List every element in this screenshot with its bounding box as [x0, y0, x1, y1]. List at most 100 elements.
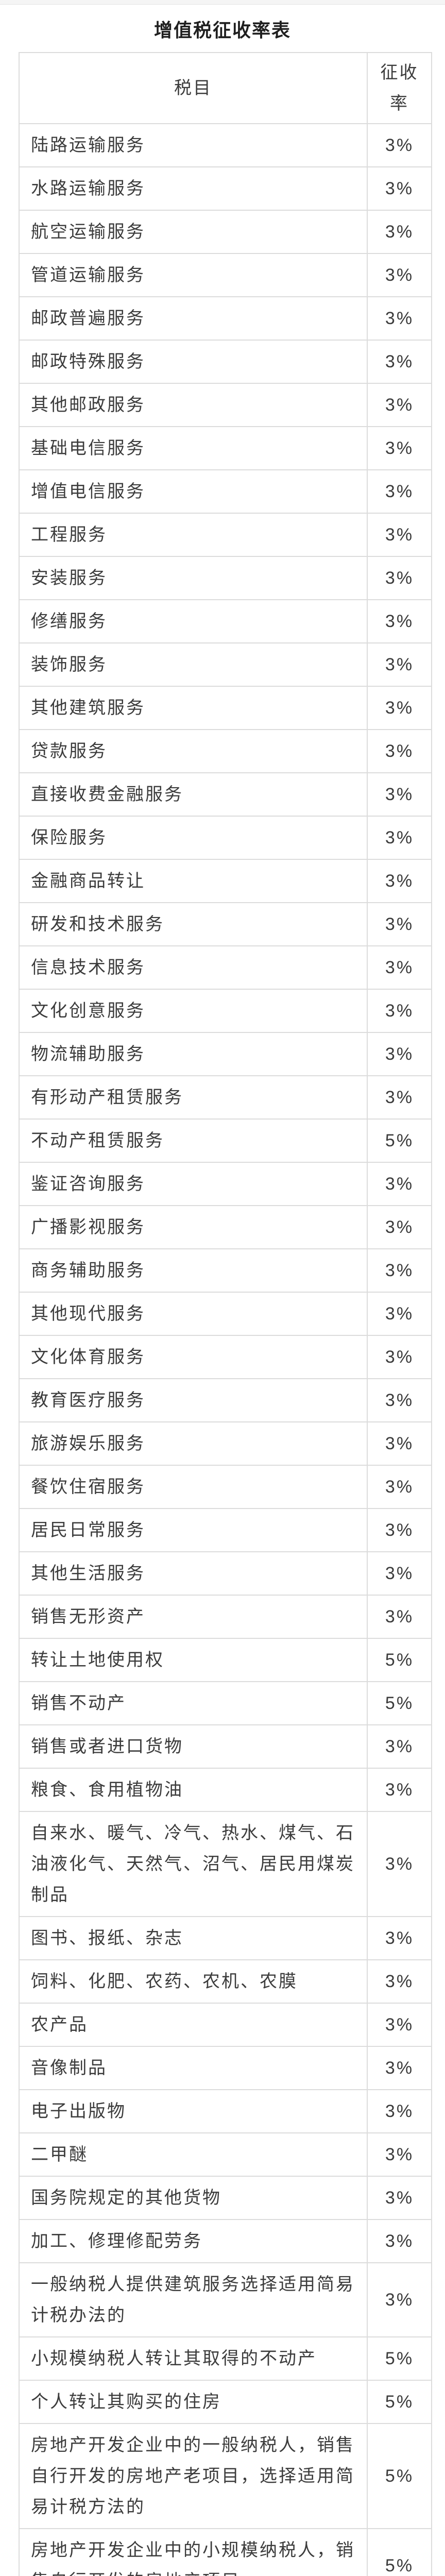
tax-item-cell: 销售或者进口货物 — [19, 1724, 368, 1769]
tax-item-cell: 销售不动产 — [19, 1681, 368, 1725]
rate-cell: 3% — [367, 1162, 432, 1206]
vat-rate-table: 税目 征收率 陆路运输服务 3% 水路运输服务 3% 航空运输服务 3% 管道运输服务 3% 邮… — [19, 52, 432, 2576]
table-row: 航空运输服务 3% — [19, 210, 432, 254]
table-row: 教育医疗服务 3% — [19, 1378, 432, 1422]
table-row: 不动产租赁服务 5% — [19, 1118, 432, 1163]
rate-cell: 3% — [367, 1959, 432, 2004]
rate-cell: 3% — [367, 1595, 432, 1639]
tax-item-cell: 修缮服务 — [19, 599, 368, 643]
tax-item-cell: 国务院规定的其他货物 — [19, 2176, 368, 2220]
tax-item-cell: 小规模纳税人转让其取得的不动产 — [19, 2336, 368, 2381]
rate-cell: 5% — [367, 2380, 432, 2424]
table-row: 修缮服务 3% — [19, 599, 432, 643]
rate-cell: 3% — [367, 1378, 432, 1422]
tax-item-cell: 陆路运输服务 — [19, 123, 368, 167]
rate-cell: 3% — [367, 1421, 432, 1466]
table-row: 文化创意服务 3% — [19, 989, 432, 1033]
tax-item-cell: 农产品 — [19, 2003, 368, 2047]
tax-item-cell: 保险服务 — [19, 816, 368, 860]
rate-cell: 3% — [367, 989, 432, 1033]
tax-item-cell: 粮食、食用植物油 — [19, 1768, 368, 1812]
table-row: 物流辅助服务 3% — [19, 1032, 432, 1076]
table-row: 鉴证咨询服务 3% — [19, 1162, 432, 1206]
rate-cell: 3% — [367, 2003, 432, 2047]
tax-item-cell: 有形动产租赁服务 — [19, 1075, 368, 1120]
table-row: 一般纳税人提供建筑服务选择适用简易计税办法的 3% — [19, 2262, 432, 2337]
table-row: 信息技术服务 3% — [19, 945, 432, 990]
tax-item-cell: 餐饮住宿服务 — [19, 1465, 368, 1509]
tax-item-cell: 安装服务 — [19, 556, 368, 600]
table-row: 图书、报纸、杂志 3% — [19, 1916, 432, 1960]
table-row: 管道运输服务 3% — [19, 253, 432, 297]
column-header-rate-label: 征收率 — [380, 63, 419, 113]
rate-cell: 3% — [367, 1508, 432, 1552]
table-row: 贷款服务 3% — [19, 729, 432, 773]
table-row: 其他邮政服务 3% — [19, 383, 432, 427]
tax-item-cell: 金融商品转让 — [19, 859, 368, 903]
rate-cell: 5% — [367, 1638, 432, 1682]
tax-item-cell: 基础电信服务 — [19, 426, 368, 470]
tax-item-cell: 邮政普遍服务 — [19, 296, 368, 341]
tax-item-cell: 其他邮政服务 — [19, 383, 368, 427]
rate-cell: 3% — [367, 469, 432, 514]
table-row: 加工、修理修配劳务 3% — [19, 2219, 432, 2263]
tax-item-cell: 音像制品 — [19, 2046, 368, 2090]
table-row: 个人转让其购买的住房 5% — [19, 2380, 432, 2424]
rate-cell: 3% — [367, 166, 432, 211]
tax-item-cell: 其他现代服务 — [19, 1292, 368, 1336]
rate-cell: 3% — [367, 945, 432, 990]
table-row: 饲料、化肥、农药、农机、农膜 3% — [19, 1959, 432, 2004]
tax-item-cell: 直接收费金融服务 — [19, 772, 368, 817]
tax-item-cell: 图书、报纸、杂志 — [19, 1916, 368, 1960]
tax-item-cell: 旅游娱乐服务 — [19, 1421, 368, 1466]
table-row: 保险服务 3% — [19, 816, 432, 860]
table-row: 其他生活服务 3% — [19, 1551, 432, 1596]
rate-cell: 3% — [367, 599, 432, 643]
table-row: 其他现代服务 3% — [19, 1292, 432, 1336]
tax-item-cell: 饲料、化肥、农药、农机、农膜 — [19, 1959, 368, 2004]
table-row: 安装服务 3% — [19, 556, 432, 600]
table-header-row: 税目 征收率 — [19, 52, 432, 124]
table-row: 销售无形资产 3% — [19, 1595, 432, 1639]
tax-item-cell: 研发和技术服务 — [19, 902, 368, 946]
rate-cell: 3% — [367, 1292, 432, 1336]
tax-item-cell: 邮政特殊服务 — [19, 340, 368, 384]
rate-cell: 5% — [367, 2336, 432, 2381]
tax-item-cell: 装饰服务 — [19, 642, 368, 687]
rate-cell: 3% — [367, 340, 432, 384]
tax-item-cell: 个人转让其购买的住房 — [19, 2380, 368, 2424]
tax-item-cell: 房地产开发企业中的小规模纳税人，销售自行开发的房地产项目 — [19, 2528, 368, 2576]
rate-cell: 3% — [367, 1032, 432, 1076]
table-row: 其他建筑服务 3% — [19, 686, 432, 730]
rate-cell: 3% — [367, 1075, 432, 1120]
table-row: 国务院规定的其他货物 3% — [19, 2176, 432, 2220]
rate-cell: 3% — [367, 642, 432, 687]
column-header-tax-item: 税目 — [19, 52, 368, 124]
rate-cell: 3% — [367, 1465, 432, 1509]
rate-cell: 3% — [367, 2089, 432, 2133]
table-row: 自来水、暖气、冷气、热水、煤气、石油液化气、天然气、沼气、居民用煤炭制品 3% — [19, 1811, 432, 1917]
tax-item-cell: 商务辅助服务 — [19, 1248, 368, 1293]
rate-cell: 3% — [367, 686, 432, 730]
table-row: 二甲醚 3% — [19, 2132, 432, 2177]
tax-item-cell: 增值电信服务 — [19, 469, 368, 514]
table-row: 基础电信服务 3% — [19, 426, 432, 470]
tax-item-cell: 广播影视服务 — [19, 1205, 368, 1249]
table-row: 装饰服务 3% — [19, 642, 432, 687]
rate-cell: 3% — [367, 1811, 432, 1917]
rate-cell: 3% — [367, 383, 432, 427]
rate-cell: 3% — [367, 2262, 432, 2337]
rate-cell: 5% — [367, 1681, 432, 1725]
tax-item-cell: 工程服务 — [19, 513, 368, 557]
table-row: 居民日常服务 3% — [19, 1508, 432, 1552]
rate-cell: 3% — [367, 296, 432, 341]
table-row: 小规模纳税人转让其取得的不动产 5% — [19, 2336, 432, 2381]
rate-cell: 5% — [367, 1118, 432, 1163]
tax-item-cell: 居民日常服务 — [19, 1508, 368, 1552]
rate-cell: 3% — [367, 253, 432, 297]
table-row: 商务辅助服务 3% — [19, 1248, 432, 1293]
rate-cell: 3% — [367, 1551, 432, 1596]
page-title: 增值税征收率表 — [153, 20, 291, 41]
rate-cell: 3% — [367, 859, 432, 903]
rate-cell: 3% — [367, 1248, 432, 1293]
